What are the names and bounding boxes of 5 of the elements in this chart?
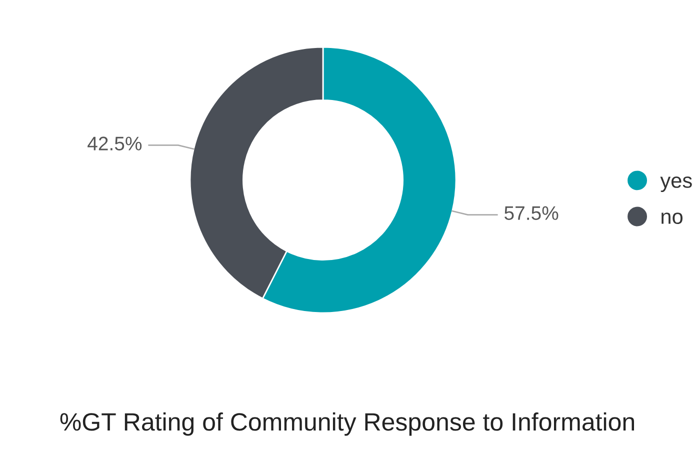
legend-label: yes	[660, 176, 692, 192]
data-label: 57.5%	[504, 206, 558, 220]
text: %GT Rating of Community Response to Information	[60, 412, 634, 436]
legend-label: no	[662, 212, 682, 224]
data-label: 42.5%	[88, 136, 142, 150]
